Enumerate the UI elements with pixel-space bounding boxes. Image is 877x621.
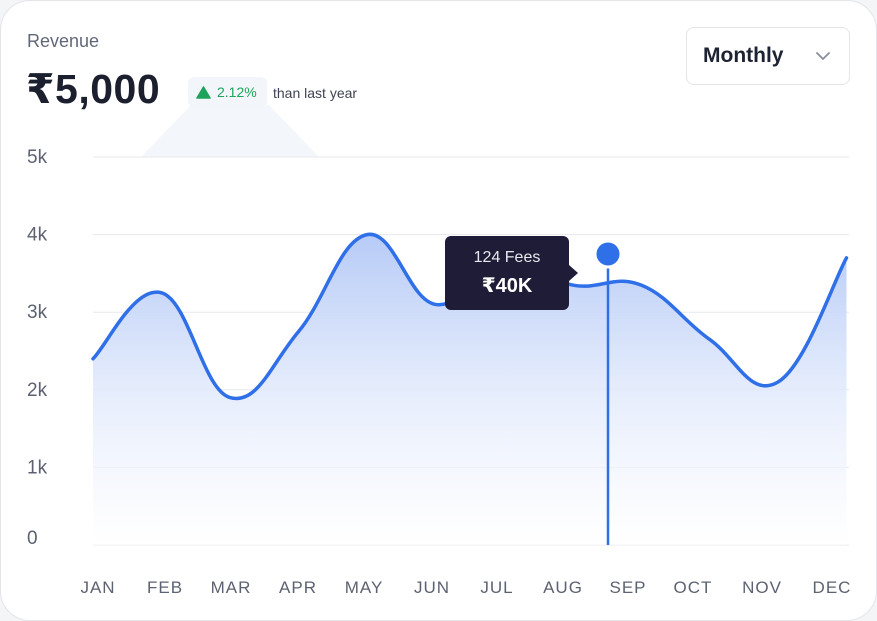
x-tick-label: JUL [480, 578, 513, 597]
period-select[interactable]: Monthly [686, 27, 850, 85]
change-description: than last year [273, 85, 358, 101]
tooltip-fees: 124 Fees [473, 249, 541, 266]
x-tick-label: FEB [147, 578, 183, 597]
x-tick-label: APR [279, 578, 317, 597]
y-tick-label: 0 [27, 528, 38, 549]
revenue-area [93, 234, 847, 545]
y-tick-label: 3k [27, 302, 48, 323]
x-tick-label: SEP [609, 578, 646, 597]
y-tick-label: 4k [27, 225, 48, 246]
x-tick-label: DEC [813, 578, 852, 597]
chart-tooltip: 124 Fees ₹40K [445, 236, 578, 310]
x-tick-label: NOV [742, 578, 782, 597]
revenue-value: ₹5,000 [26, 66, 161, 112]
chevron-down-icon [816, 52, 830, 60]
change-percentage: 2.12% [217, 84, 257, 100]
x-tick-label: MAY [345, 578, 384, 597]
tooltip-amount: ₹40K [481, 275, 533, 297]
focus-point[interactable] [593, 239, 623, 269]
x-tick-label: MAR [211, 578, 252, 597]
header-shadow [141, 105, 319, 157]
triangle-up-icon [196, 85, 211, 99]
x-tick-label: JUN [414, 578, 450, 597]
y-tick-label: 1k [27, 457, 48, 478]
y-tick-label: 2k [27, 380, 48, 401]
y-axis-ticks: 0 1k 2k 3k 4k 5k [27, 147, 48, 549]
y-tick-label: 5k [27, 147, 48, 168]
period-select-value: Monthly [703, 44, 784, 67]
x-tick-label: AUG [543, 578, 583, 597]
x-axis-ticks: JAN FEB MAR APR MAY JUN JUL AUG SEP OCT NOV DEC [80, 578, 852, 597]
revenue-label: Revenue [27, 31, 100, 51]
x-tick-label: JAN [80, 578, 115, 597]
x-tick-label: OCT [674, 578, 713, 597]
change-badge: 2.12% [188, 77, 267, 107]
